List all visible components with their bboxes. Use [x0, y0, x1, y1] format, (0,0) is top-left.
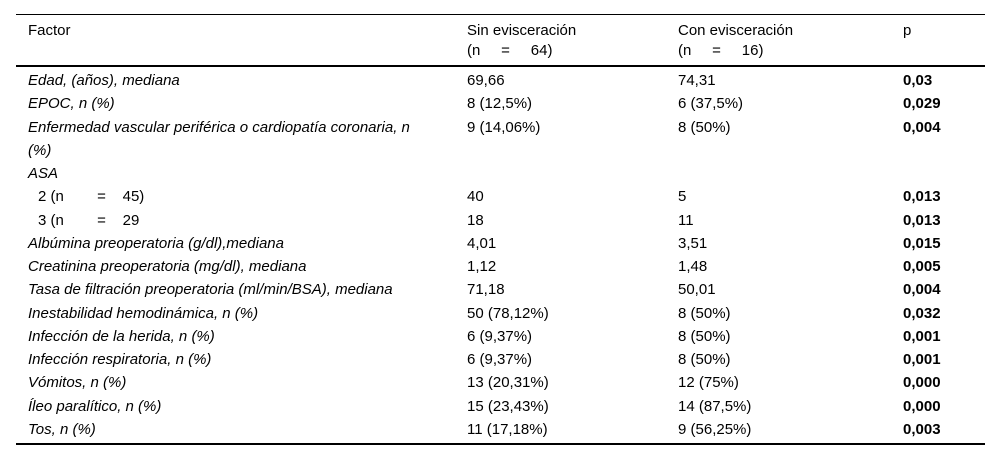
- table-row-ileo: Íleo paralítico, n (%) 15 (23,43%) 14 (8…: [16, 395, 985, 418]
- factor-label: Inestabilidad hemodinámica, n (%): [28, 304, 259, 322]
- table-row-creatinina: Creatinina preoperatoria (mg/dl), median…: [16, 255, 985, 278]
- header-sin-evisceracion: Sin evisceración (n = 64): [467, 22, 577, 59]
- table-row-asa-3: 3 (n = 29 18 11 0,013: [16, 209, 985, 232]
- factor-label: Edad, (años), mediana: [28, 72, 180, 89]
- factor-label: Tasa de filtración preoperatoria (ml/min…: [28, 281, 393, 299]
- sin-value: 6 (9,37%): [467, 351, 533, 368]
- p-value: 0,015: [903, 234, 941, 252]
- con-value: 50,01: [678, 281, 716, 299]
- p-value: 0,000: [903, 374, 941, 392]
- con-value: 6 (37,5%): [678, 95, 744, 113]
- con-value: 1,48: [678, 258, 708, 275]
- factor-label: Tos, n (%): [28, 420, 96, 438]
- header-con-evisceracion: Con evisceración (n = 16): [678, 22, 794, 59]
- con-value: 8 (50%): [678, 327, 731, 345]
- factor-label: Albúmina preoperatoria (g/dl),mediana: [28, 234, 284, 252]
- sin-value: 71,18: [467, 281, 505, 299]
- header-divider: [16, 65, 985, 67]
- table-row-inestabilidad: Inestabilidad hemodinámica, n (%) 50 (78…: [16, 302, 985, 325]
- table-row-asa-2: 2 (n = 45) 40 5 0,013: [16, 185, 985, 208]
- sin-value: 50 (78,12%): [467, 304, 549, 322]
- con-value: 8 (50%): [678, 351, 731, 368]
- con-value: 12 (75%): [678, 374, 739, 392]
- p-value: 0,001: [903, 351, 941, 368]
- sin-value: 8 (12,5%): [467, 95, 533, 113]
- factor-label: Infección de la herida, n (%): [28, 327, 215, 345]
- con-value: 8 (50%): [678, 304, 731, 322]
- factor-label: Creatinina preoperatoria (mg/dl), median…: [28, 258, 307, 275]
- table-row-tasa-filtracion: Tasa de filtración preoperatoria (ml/min…: [16, 278, 985, 301]
- p-value: 0,004: [903, 118, 941, 136]
- con-value: 9 (56,25%): [678, 420, 752, 438]
- table-row-infeccion-herida: Infección de la herida, n (%) 6 (9,37%) …: [16, 325, 985, 348]
- con-value: 5: [678, 188, 687, 206]
- factor-label: Íleo paralítico, n (%): [28, 397, 162, 415]
- sin-value: 15 (23,43%): [467, 397, 549, 415]
- con-value: 8 (50%): [678, 118, 731, 136]
- sin-value: 69,66: [467, 72, 505, 89]
- sin-value: 11 (17,18%): [467, 420, 548, 438]
- con-value: 14 (87,5%): [678, 397, 752, 415]
- con-value: 74,31: [678, 72, 716, 89]
- p-value: 0,001: [903, 327, 941, 345]
- p-value: 0,03: [903, 72, 933, 89]
- table-row-epoc: EPOC, n (%) 8 (12,5%) 6 (37,5%) 0,029: [16, 92, 985, 115]
- table-row-albumina: Albúmina preoperatoria (g/dl),mediana 4,…: [16, 232, 985, 255]
- table-row-edad: Edad, (años), mediana 69,66 74,31 0,03: [16, 69, 985, 92]
- table-body: Edad, (años), mediana 69,66 74,31 0,03 E…: [16, 67, 985, 445]
- factor-label: Enfermedad vascular periférica o cardiop…: [28, 118, 410, 159]
- p-value: 0,029: [903, 95, 941, 113]
- table-row-asa: ASA: [16, 162, 985, 185]
- table-row-enfermedad-vascular: Enfermedad vascular periférica o cardiop…: [16, 116, 985, 163]
- factor-label: ASA: [28, 165, 59, 182]
- con-value: 3,51: [678, 234, 708, 252]
- p-value: 0,032: [903, 304, 941, 322]
- sin-value: 1,12: [467, 258, 497, 275]
- p-value: 0,000: [903, 397, 941, 415]
- header-factor: Factor: [28, 22, 71, 39]
- table-row-tos: Tos, n (%) 11 (17,18%) 9 (56,25%) 0,003: [16, 418, 985, 441]
- sin-value: 4,01: [467, 234, 497, 252]
- table-header-row: Factor Sin evisceración (n = 64) Con evi…: [16, 15, 985, 65]
- p-value: 0,013: [903, 188, 941, 206]
- p-value: 0,004: [903, 281, 941, 299]
- factor-label: 3 (n = 29: [38, 211, 140, 229]
- table-row-vomitos: Vómitos, n (%) 13 (20,31%) 12 (75%) 0,00…: [16, 371, 985, 394]
- p-value: 0,005: [903, 258, 941, 275]
- sin-value: 40: [467, 188, 484, 206]
- table-row-infeccion-respiratoria: Infección respiratoria, n (%) 6 (9,37%) …: [16, 348, 985, 371]
- factor-label: EPOC, n (%): [28, 95, 115, 113]
- factor-label: Infección respiratoria, n (%): [28, 351, 212, 368]
- factor-label: 2 (n = 45): [38, 188, 145, 206]
- sin-value: 9 (14,06%): [467, 118, 541, 136]
- comparison-table: Factor Sin evisceración (n = 64) Con evi…: [16, 14, 985, 445]
- header-p: p: [903, 22, 912, 39]
- p-value: 0,003: [903, 420, 941, 438]
- p-value: 0,013: [903, 211, 941, 229]
- sin-value: 18: [467, 211, 484, 229]
- sin-value: 6 (9,37%): [467, 327, 533, 345]
- con-value: 11: [678, 211, 694, 229]
- factor-label: Vómitos, n (%): [28, 374, 127, 392]
- sin-value: 13 (20,31%): [467, 374, 549, 392]
